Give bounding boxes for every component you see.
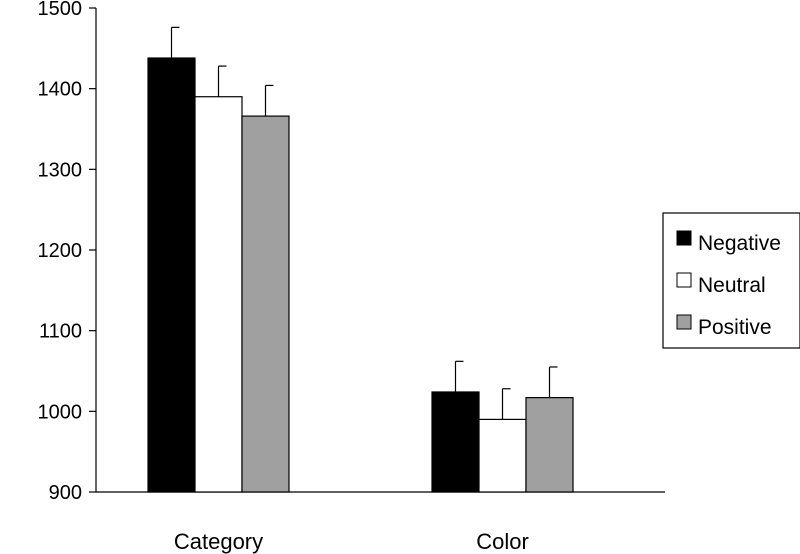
bars (147, 26, 574, 493)
legend-swatch-neutral (676, 272, 692, 288)
bar-positive-color (525, 397, 574, 493)
y-tick-label: 1500 (38, 0, 83, 20)
y-tick-label: 1200 (38, 240, 83, 262)
legend: Negative Neutral Positive (662, 212, 800, 349)
y-tick-label: 1400 (38, 79, 83, 101)
legend-label-neutral: Neutral (698, 274, 766, 297)
bar-positive-category (241, 115, 290, 493)
legend-swatch-positive (676, 314, 692, 330)
bar-negative-category (147, 57, 196, 493)
legend-label-negative: Negative (698, 232, 781, 255)
y-tick-label: 900 (49, 482, 82, 504)
y-tick-label: 1000 (38, 401, 83, 423)
legend-swatch-negative (676, 230, 692, 246)
x-axis-labels: Category Color (174, 529, 529, 554)
bar-neutral-color (478, 418, 527, 493)
y-tick-label: 1100 (39, 321, 82, 343)
legend-label-positive: Positive (698, 316, 772, 339)
x-category-label: Color (476, 529, 529, 554)
y-tick-label: 1300 (38, 159, 83, 181)
bar-neutral-category (194, 96, 243, 493)
bar-negative-color (431, 391, 480, 493)
x-category-label: Category (174, 529, 263, 554)
